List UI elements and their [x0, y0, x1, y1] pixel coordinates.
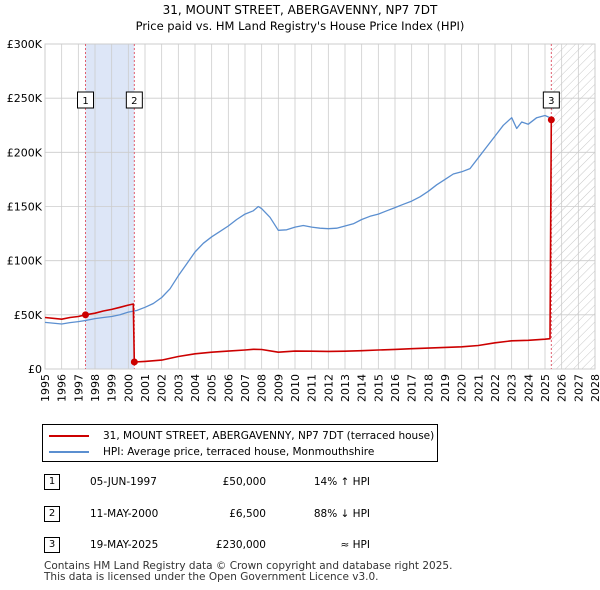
x-tick-label: 2005	[206, 374, 219, 402]
x-tick-label: 2027	[572, 374, 585, 402]
transaction-number: 1	[44, 474, 60, 490]
transaction-date: 19-MAY-2025	[90, 539, 159, 551]
x-tick-label: 2013	[339, 374, 352, 402]
x-tick-label: 2016	[389, 374, 402, 402]
x-tick-label: 2007	[239, 374, 252, 402]
transaction-date: 11-MAY-2000	[90, 508, 159, 520]
chart-title: 31, MOUNT STREET, ABERGAVENNY, NP7 7DT	[163, 3, 438, 17]
footer-line-1: Contains HM Land Registry data © Crown c…	[44, 560, 453, 572]
x-tick-label: 2012	[322, 374, 335, 402]
footer-attribution: Contains HM Land Registry data © Crown c…	[44, 561, 452, 583]
x-tick-label: 1998	[89, 374, 102, 402]
x-tick-label: 2001	[139, 374, 152, 402]
annotation-box	[77, 91, 94, 109]
transaction-date: 05-JUN-1997	[90, 476, 157, 488]
y-tick-label: £50K	[14, 309, 43, 322]
transaction-row: 1 05-JUN-1997 £50,000 14% ↑ HPI	[0, 474, 600, 494]
price-chart: 31, MOUNT STREET, ABERGAVENNY, NP7 7DT P…	[7, 3, 600, 402]
legend-hpi-label: HPI: Average price, terraced house, Monm…	[103, 446, 375, 458]
x-tick-label: 2003	[172, 374, 185, 402]
legend-hpi-swatch	[49, 451, 89, 453]
transaction-hpi: 14% ↑ HPI	[313, 476, 370, 488]
sale-point	[82, 311, 89, 319]
y-tick-label: £150K	[7, 201, 43, 214]
annotation-box	[542, 91, 560, 109]
x-tick-label: 2025	[539, 374, 552, 402]
x-tick-label: 2006	[222, 374, 235, 402]
footer-line-2: This data is licensed under the Open Gov…	[44, 571, 379, 583]
transaction-price: £6,500	[229, 508, 266, 520]
x-tick-label: 2019	[439, 374, 452, 402]
x-tick-label: 2000	[122, 374, 135, 402]
x-tick-label: 2026	[556, 374, 569, 402]
x-tick-label: 1995	[39, 374, 52, 402]
transaction-hpi: 88% ↓ HPI	[313, 508, 370, 520]
x-tick-label: 2017	[406, 374, 419, 402]
x-tick-label: 2004	[189, 374, 202, 402]
y-tick-label: £200K	[7, 146, 43, 159]
transaction-hpi: ≈ HPI	[340, 539, 370, 551]
x-tick-label: 2015	[372, 374, 385, 402]
sale-annotation-label: 2	[125, 91, 143, 109]
x-tick-label: 2011	[306, 374, 319, 402]
annotation-number: 1	[82, 96, 88, 107]
legend-item-hpi: HPI: Average price, terraced house, Monm…	[49, 444, 374, 460]
x-tick-label: 2028	[589, 374, 600, 402]
transaction-row: 2 11-MAY-2000 £6,500 88% ↓ HPI	[0, 506, 600, 526]
annotation-number: 3	[548, 96, 554, 107]
plot-frame	[44, 43, 596, 370]
y-tick-label: £300K	[7, 38, 43, 51]
x-tick-label: 2014	[356, 374, 369, 402]
transaction-price: £50,000	[222, 476, 266, 488]
transaction-number: 2	[44, 506, 60, 522]
x-tick-label: 2022	[489, 374, 502, 402]
sale-annotation-label: 3	[542, 91, 560, 109]
x-tick-label: 2023	[506, 374, 519, 402]
x-tick-label: 2009	[272, 374, 285, 402]
annotation-number: 2	[131, 96, 137, 107]
x-tick-label: 1997	[72, 374, 85, 402]
sale-annotation-label: 1	[77, 91, 94, 109]
y-tick-label: £250K	[7, 92, 43, 105]
x-tick-label: 1999	[106, 374, 119, 402]
x-tick-label: 2024	[522, 374, 535, 402]
chart-subtitle: Price paid vs. HM Land Registry's House …	[136, 19, 465, 33]
sale-point	[547, 116, 555, 124]
transaction-price: £230,000	[215, 539, 266, 551]
x-tick-label: 2021	[472, 374, 485, 402]
legend-property-swatch	[49, 435, 89, 437]
x-tick-label: 2002	[156, 374, 169, 402]
transaction-row: 3 19-MAY-2025 £230,000 ≈ HPI	[0, 537, 600, 557]
x-tick-label: 2020	[456, 374, 469, 402]
x-tick-label: 1996	[56, 374, 69, 402]
annotation-box	[125, 91, 143, 109]
y-tick-label: £0	[28, 363, 42, 376]
property-price-line	[44, 119, 553, 363]
y-tick-label: £100K	[7, 255, 43, 268]
legend-property-label: 31, MOUNT STREET, ABERGAVENNY, NP7 7DT (…	[103, 430, 435, 442]
x-tick-label: 2008	[256, 374, 269, 402]
legend-item-property: 31, MOUNT STREET, ABERGAVENNY, NP7 7DT (…	[49, 428, 434, 444]
transaction-number: 3	[44, 537, 60, 553]
x-tick-label: 2018	[422, 374, 435, 402]
hpi-line	[44, 114, 551, 325]
x-tick-label: 2010	[289, 374, 302, 402]
sale-point	[130, 358, 138, 366]
chart-legend: 31, MOUNT STREET, ABERGAVENNY, NP7 7DT (…	[42, 424, 438, 462]
